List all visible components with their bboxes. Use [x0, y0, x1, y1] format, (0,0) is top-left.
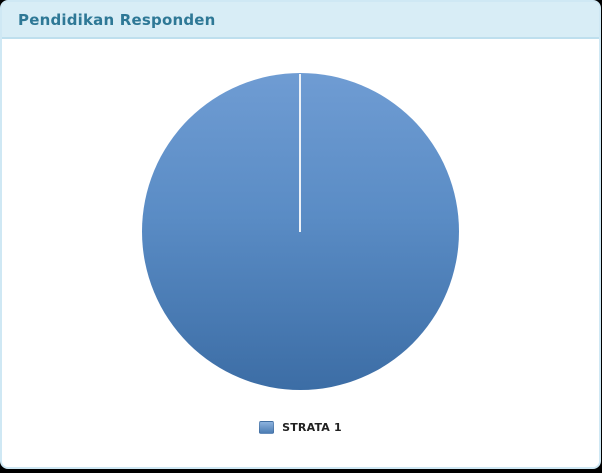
pie-chart: STRATA 1	[2, 41, 599, 467]
chart-title: Pendidikan Responden	[18, 10, 216, 29]
slice-divider-line	[299, 74, 301, 232]
legend-label-strata-1[interactable]: STRATA 1	[282, 421, 342, 434]
chart-legend: STRATA 1	[2, 421, 599, 434]
card-header: Pendidikan Responden	[2, 2, 599, 39]
legend-marker-strata-1[interactable]	[259, 421, 275, 434]
